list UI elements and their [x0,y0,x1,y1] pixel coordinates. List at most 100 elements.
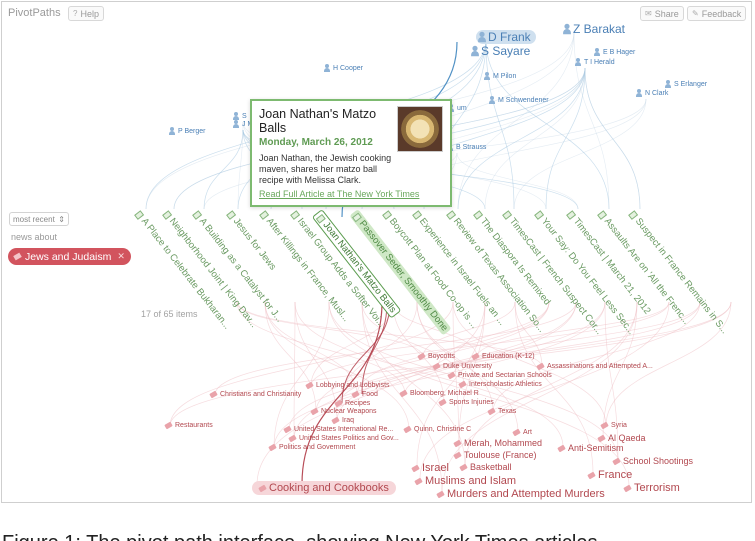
connection-curve [236,301,406,395]
tag-icon [587,471,596,479]
feedback-button[interactable]: ✎ Feedback [687,6,747,21]
tag-node[interactable]: Murders and Attempted Murders [436,488,605,500]
tag-label: Recipes [345,400,371,407]
connection-curve [485,39,515,210]
tag-node[interactable]: Israel [411,462,449,474]
sort-select[interactable]: most recent ⇕ [9,212,69,226]
tag-node[interactable]: Basketball [459,462,512,472]
person-node[interactable]: S Sayare [471,44,531,58]
share-button[interactable]: ✉ Share [640,6,684,21]
person-name: B Strauss [456,143,487,151]
person-name: um [457,104,467,112]
tag-label: Boycotts [428,353,455,360]
person-node[interactable]: B Strauss [447,143,486,151]
help-button[interactable]: ? Help [68,6,104,21]
tag-node[interactable]: Interscholastic Athletics [458,380,542,389]
tag-node[interactable]: Sports Injuries [438,398,494,407]
tag-node[interactable]: Anti-Semitism [557,443,624,453]
tag-node[interactable]: School Shootings [612,456,693,466]
connection-curve [169,301,732,427]
connection-curve [456,152,579,210]
share-label: Share [654,8,679,19]
tag-node[interactable]: Toulouse (France) [453,450,537,460]
tag-label: Politics and Government [279,444,356,451]
person-node[interactable]: Z Barakat [563,22,626,36]
person-node[interactable]: M Pilon [484,72,516,80]
tag-node[interactable]: Duke University [432,362,493,371]
tag-label: Assassinations and Attempted A... [547,363,653,370]
tag-node[interactable]: United States International Re... [283,425,393,434]
tag-node[interactable]: Al Qaeda [597,433,646,443]
connection-curve [416,301,486,467]
tag-node[interactable]: Lobbying and Lobbyists [305,381,390,390]
person-icon [575,58,581,66]
connection-curve [336,301,577,422]
connection-curve [339,301,701,405]
tag-icon [612,457,621,465]
tag-label: Merah, Mohammed [464,438,543,448]
tag-node[interactable]: Education (K-12) [471,352,535,361]
tag-node[interactable]: Quinn, Christine C [403,425,472,434]
person-node[interactable]: M Schwendener [489,96,549,104]
tag-icon [458,380,467,389]
person-node[interactable]: N Clark [636,89,668,97]
tag-node[interactable]: United States Politics and Gov... [288,434,399,443]
connection-curve [458,301,486,443]
person-name: S Sayare [481,44,531,58]
tag-label: Anti-Semitism [568,443,624,453]
connection-curve [605,301,732,427]
tag-node[interactable]: Bloomberg, Michael R [399,389,479,398]
tag-node[interactable]: France [587,469,632,481]
feedback-icon: ✎ [692,9,699,18]
popup-date: Monday, March 26, 2012 [259,137,373,148]
person-name: E B Hager [603,48,636,56]
connection-curve [203,129,244,210]
tag-icon [310,407,319,416]
tag-icon [334,399,343,408]
filter-chip[interactable]: Jews and Judaism ✕ [8,248,131,265]
tag-label: Murders and Attempted Murders [447,488,605,500]
remove-filter-icon[interactable]: ✕ [117,251,125,261]
person-icon [665,80,671,88]
tag-node[interactable]: Christians and Christianity [209,390,301,399]
tag-node[interactable]: Private and Sectarian Schools [447,371,552,380]
tag-node[interactable]: Boycotts [417,352,455,361]
caption-text: Figure 1: The pivot path interface, show… [2,532,614,541]
tag-node[interactable]: Food [351,390,378,399]
person-name: Z Barakat [573,22,626,36]
tag-node[interactable]: Politics and Government [268,443,356,452]
tag-node[interactable]: Nuclear Weapons [310,407,377,416]
tag-label: Quinn, Christine C [414,426,472,433]
tag-node[interactable]: Terrorism [623,482,680,494]
tag-node[interactable]: Cooking and Cookbooks [252,481,396,495]
tag-icon [351,390,360,399]
connection-curve [361,301,466,467]
person-node[interactable]: S [233,112,247,120]
person-node[interactable]: S Erlanger [665,80,707,88]
person-node[interactable]: D Frank [476,30,536,44]
popup-read-link[interactable]: Read Full Article at The New York Times [259,189,420,199]
tag-label: Terrorism [634,482,680,494]
person-node[interactable]: H Cooper [324,64,363,72]
person-node[interactable]: E B Hager [594,48,635,56]
person-icon [594,48,600,56]
tag-label: Art [523,429,532,436]
connection-curve [492,301,701,413]
tag-node[interactable]: Muslims and Islam [414,475,516,487]
connection-curve [573,31,610,210]
tag-node[interactable]: Texas [487,407,516,416]
tag-node[interactable]: Assassinations and Attempted A... [536,362,653,371]
tag-node[interactable]: Syria [600,421,627,430]
tag-node[interactable]: Recipes [334,399,371,408]
tag-label: Duke University [443,363,493,370]
pivotpaths-canvas[interactable]: PivotPaths ? Help ✉ Share ✎ Feedback D F… [1,1,752,503]
person-icon [233,120,239,128]
person-node[interactable]: J Mc [233,120,257,128]
tag-label: Bloomberg, Michael R [410,390,479,397]
tag-node[interactable]: Art [512,428,532,437]
tag-node[interactable]: Iraq [331,416,354,425]
tag-node[interactable]: Merah, Mohammed [453,438,543,448]
tag-node[interactable]: Restaurants [164,421,213,430]
person-node[interactable]: P Berger [169,127,206,135]
person-node[interactable]: T I Herald [575,58,615,66]
